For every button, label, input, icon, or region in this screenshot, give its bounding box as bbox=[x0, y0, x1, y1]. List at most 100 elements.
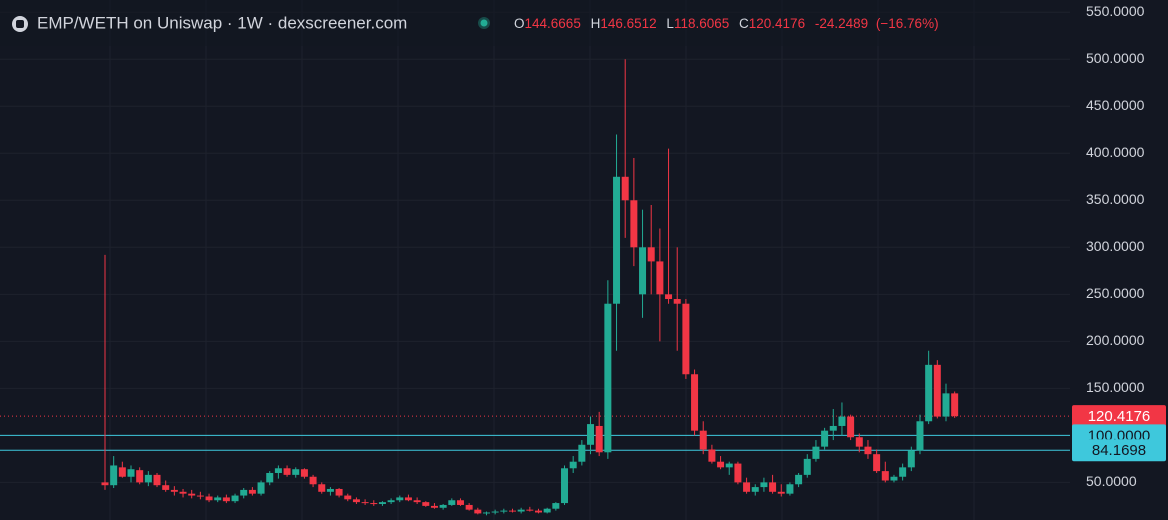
candle-body bbox=[656, 261, 664, 295]
price-label: 120.4176 bbox=[1088, 408, 1151, 425]
candle-body bbox=[101, 482, 109, 486]
candle-body bbox=[769, 482, 777, 492]
candle-body bbox=[127, 469, 135, 477]
candle-body bbox=[136, 470, 144, 483]
candle-body bbox=[482, 512, 490, 514]
candle-body bbox=[309, 476, 317, 485]
candle-body bbox=[526, 509, 534, 511]
candle-body bbox=[543, 508, 551, 513]
candle-body bbox=[370, 503, 378, 505]
candle-body bbox=[162, 485, 170, 490]
candle-body bbox=[517, 509, 525, 512]
candle-body bbox=[673, 299, 681, 304]
candle-body bbox=[621, 176, 629, 201]
y-tick-label: 400.0000 bbox=[1086, 144, 1145, 160]
candle-body bbox=[786, 484, 794, 494]
ohlc-key: O bbox=[514, 16, 525, 31]
candle-body bbox=[942, 393, 950, 417]
candle-body bbox=[595, 425, 603, 453]
ohlc-header: O144.6665 H146.6512 L118.6065 C120.4176 … bbox=[514, 16, 939, 31]
y-tick-label: 250.0000 bbox=[1086, 285, 1145, 301]
candle-body bbox=[283, 468, 291, 475]
candle-body bbox=[430, 505, 438, 508]
candle-body bbox=[535, 510, 542, 513]
candle-body bbox=[803, 458, 811, 475]
header-backdrop bbox=[0, 0, 1000, 46]
candle-body bbox=[361, 502, 369, 504]
y-tick-label: 200.0000 bbox=[1086, 332, 1145, 348]
candle-body bbox=[326, 488, 334, 492]
candle-body bbox=[214, 497, 222, 501]
candle-body bbox=[491, 511, 499, 513]
candle-body bbox=[951, 393, 959, 417]
candle-body bbox=[578, 444, 586, 462]
candle-body bbox=[907, 450, 915, 468]
candle-body bbox=[170, 489, 178, 492]
candle-body bbox=[916, 421, 924, 451]
candle-body bbox=[222, 497, 230, 502]
candle-body bbox=[682, 303, 690, 375]
candle-body bbox=[378, 502, 386, 505]
candle-body bbox=[561, 468, 569, 504]
candle-body bbox=[691, 374, 699, 431]
ohlc-key: C bbox=[739, 16, 749, 31]
candle-body bbox=[231, 495, 239, 502]
price-lines bbox=[0, 415, 1070, 451]
ohlc-value: 120.4176 bbox=[749, 16, 805, 31]
candle-body bbox=[699, 430, 707, 450]
candle-body bbox=[630, 200, 638, 248]
candle-body bbox=[144, 474, 152, 483]
y-tick-label: 500.0000 bbox=[1086, 50, 1145, 66]
header: EMP/WETH on Uniswap · 1W · dexscreener.c… bbox=[0, 0, 1000, 46]
candle-body bbox=[855, 437, 863, 447]
candle-body bbox=[751, 487, 759, 492]
y-tick-label: 450.0000 bbox=[1086, 97, 1145, 113]
change-percent: (−16.76%) bbox=[876, 16, 939, 31]
candle-body bbox=[925, 364, 933, 422]
candle-body bbox=[838, 416, 846, 426]
change: -24.2489 bbox=[815, 16, 868, 31]
candle-body bbox=[829, 425, 837, 431]
ohlc-key: L bbox=[666, 16, 674, 31]
candle-body bbox=[725, 463, 733, 468]
candle-body bbox=[665, 294, 673, 300]
price-label: 84.1698 bbox=[1092, 442, 1146, 459]
y-tick-label: 550.0000 bbox=[1086, 3, 1145, 19]
candle-body bbox=[153, 474, 161, 486]
candle-body bbox=[708, 449, 716, 462]
candle-body bbox=[422, 502, 430, 506]
y-tick-label: 300.0000 bbox=[1086, 238, 1145, 254]
candle-body bbox=[508, 510, 516, 512]
candle-body bbox=[933, 364, 941, 417]
price-axis: 50.0000100.0000150.0000200.0000250.00003… bbox=[1072, 3, 1166, 489]
exchange-icon-inner bbox=[16, 20, 24, 28]
candle-body bbox=[647, 247, 655, 262]
candles bbox=[101, 59, 959, 516]
ohlc-value: 144.6665 bbox=[525, 16, 581, 31]
candle-body bbox=[188, 493, 196, 496]
candle-body bbox=[292, 469, 300, 475]
candle-body bbox=[110, 465, 118, 486]
candle-body bbox=[864, 446, 872, 455]
candle-body bbox=[734, 463, 742, 483]
candle-body bbox=[639, 247, 647, 295]
y-tick-label: 50.0000 bbox=[1086, 473, 1137, 489]
candle-body bbox=[552, 503, 560, 509]
candle-body bbox=[743, 482, 751, 492]
candle-body bbox=[318, 484, 326, 492]
candle-body bbox=[812, 446, 820, 459]
ohlc-value: 146.6512 bbox=[600, 16, 656, 31]
status-dot bbox=[480, 19, 488, 27]
candle-body bbox=[569, 461, 577, 469]
candle-body bbox=[474, 509, 482, 514]
candle-body bbox=[352, 499, 360, 503]
y-tick-label: 350.0000 bbox=[1086, 191, 1145, 207]
candle-body bbox=[448, 500, 456, 505]
candle-body bbox=[118, 467, 126, 477]
candle-body bbox=[179, 491, 187, 494]
candle-body bbox=[500, 510, 508, 512]
candle-body bbox=[604, 303, 612, 453]
chart-title: EMP/WETH on Uniswap · 1W · dexscreener.c… bbox=[37, 13, 407, 32]
candle-body bbox=[881, 471, 889, 481]
candle-body bbox=[456, 500, 464, 505]
